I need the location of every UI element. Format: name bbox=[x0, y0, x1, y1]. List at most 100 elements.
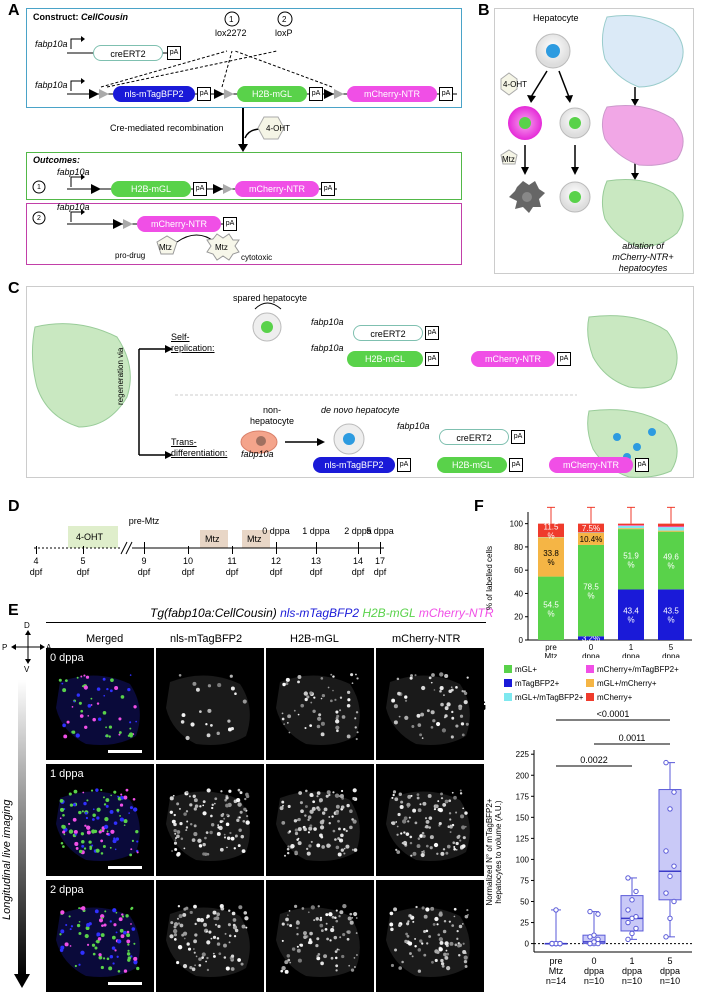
longitudinal-arrow bbox=[14, 680, 30, 990]
cell-dot bbox=[458, 943, 462, 948]
cell-dot bbox=[113, 821, 118, 825]
mgl-gene: H2B-mGL bbox=[347, 351, 423, 367]
longitudinal-label: Longitudinal live imaging bbox=[1, 799, 13, 920]
cell-dot bbox=[223, 836, 227, 839]
cell-dot bbox=[59, 933, 62, 936]
cell-dot bbox=[206, 733, 211, 738]
cell-dot bbox=[177, 922, 181, 925]
cell-dot bbox=[236, 818, 240, 822]
data-point bbox=[667, 806, 673, 812]
timeline-stage-label: 1 dppa bbox=[302, 526, 330, 536]
cell-dot bbox=[135, 720, 138, 723]
cell-dot bbox=[459, 839, 462, 842]
cell-dot bbox=[316, 956, 321, 961]
cell-dot bbox=[341, 954, 345, 959]
y-tick-label: 20 bbox=[514, 613, 523, 622]
data-point bbox=[633, 925, 639, 932]
cell-dot bbox=[119, 803, 124, 807]
cell-dot bbox=[397, 812, 401, 817]
cell-dot bbox=[327, 686, 330, 689]
x-tick-label: 0 bbox=[589, 643, 594, 652]
cell-dot bbox=[339, 936, 342, 939]
p-value-label: 0.0022 bbox=[580, 755, 608, 765]
cell-dot bbox=[92, 818, 95, 821]
cell-dot bbox=[176, 834, 180, 839]
cell-dot bbox=[202, 811, 207, 816]
panel-b-box: Hepatocyte 4-OHT Mtz ablation bbox=[494, 8, 694, 274]
cell-dot bbox=[198, 957, 202, 961]
cell-dot bbox=[346, 930, 350, 934]
merged-image bbox=[46, 880, 154, 992]
cell-dot bbox=[438, 937, 444, 942]
cell-dot bbox=[328, 793, 331, 797]
data-label: 3.2% bbox=[582, 634, 600, 643]
cell-dot bbox=[429, 846, 433, 850]
col-ntr: mCherry-NTR bbox=[392, 633, 461, 645]
cell-dot bbox=[330, 956, 334, 960]
cell-dot bbox=[315, 943, 319, 948]
cell-dot bbox=[433, 689, 436, 691]
cell-dot bbox=[349, 920, 354, 925]
cell-dot bbox=[98, 918, 104, 923]
cell-dot bbox=[81, 844, 85, 848]
cell-dot bbox=[127, 949, 130, 952]
timeline-tick bbox=[316, 546, 317, 554]
cell-dot bbox=[345, 844, 350, 849]
cell-dot bbox=[74, 964, 77, 968]
promoter-label-5: fabp10a bbox=[311, 317, 344, 327]
cell-dot bbox=[316, 724, 321, 729]
construct-label: Construct: CellCousin bbox=[33, 12, 129, 22]
cell-dot bbox=[339, 696, 343, 699]
cell-dot bbox=[61, 824, 66, 829]
cell-dot bbox=[455, 841, 459, 846]
cell-dot bbox=[173, 841, 178, 845]
cell-dot bbox=[245, 820, 250, 825]
axis-p: P bbox=[2, 643, 8, 652]
cell-dot bbox=[300, 809, 304, 814]
cell-dot bbox=[283, 723, 286, 725]
cell-dot bbox=[183, 937, 186, 940]
bar-segment bbox=[618, 528, 644, 530]
merged-image bbox=[46, 648, 154, 760]
cell-dot bbox=[330, 699, 333, 703]
channel-image bbox=[156, 880, 264, 992]
cell-dot bbox=[81, 839, 85, 844]
cell-dot bbox=[294, 850, 298, 855]
cell-dot bbox=[106, 957, 110, 961]
p-value-label: <0.0001 bbox=[597, 709, 630, 719]
cell-dot bbox=[176, 830, 181, 834]
cell-dot bbox=[72, 803, 77, 807]
cell-dot bbox=[106, 830, 109, 833]
cell-dot bbox=[455, 724, 459, 728]
cell-dot bbox=[177, 905, 181, 908]
liver-outline bbox=[166, 791, 250, 861]
cell-dot bbox=[87, 715, 90, 717]
title-divider bbox=[46, 622, 486, 623]
cell-dot bbox=[220, 790, 223, 793]
cell-dot bbox=[351, 917, 354, 919]
data-point bbox=[553, 907, 559, 913]
cell-dot bbox=[334, 793, 340, 798]
cell-dot bbox=[459, 714, 464, 718]
cell-dot bbox=[183, 812, 187, 816]
data-label: 43.5 bbox=[663, 607, 679, 616]
cell-dot bbox=[94, 909, 99, 914]
cell-dot bbox=[96, 934, 99, 937]
cell-dot bbox=[423, 953, 427, 957]
cell-dot bbox=[206, 940, 211, 945]
cell-dot bbox=[303, 935, 307, 940]
liver-outline bbox=[56, 675, 140, 745]
cell-dot bbox=[343, 847, 346, 850]
cell-dot bbox=[304, 726, 307, 730]
timeline-day-label: 9 dpf bbox=[137, 556, 151, 577]
cell-dot bbox=[102, 711, 107, 715]
cell-dot bbox=[81, 685, 84, 688]
cell-dot bbox=[223, 833, 226, 836]
data-label: 11.5 bbox=[544, 522, 560, 531]
cell-dot bbox=[208, 930, 212, 934]
cell-dot bbox=[192, 948, 195, 950]
cell-dot bbox=[320, 721, 325, 726]
cell-dot bbox=[219, 904, 224, 909]
timeline-svg bbox=[34, 526, 384, 555]
cell-dot bbox=[130, 848, 133, 851]
